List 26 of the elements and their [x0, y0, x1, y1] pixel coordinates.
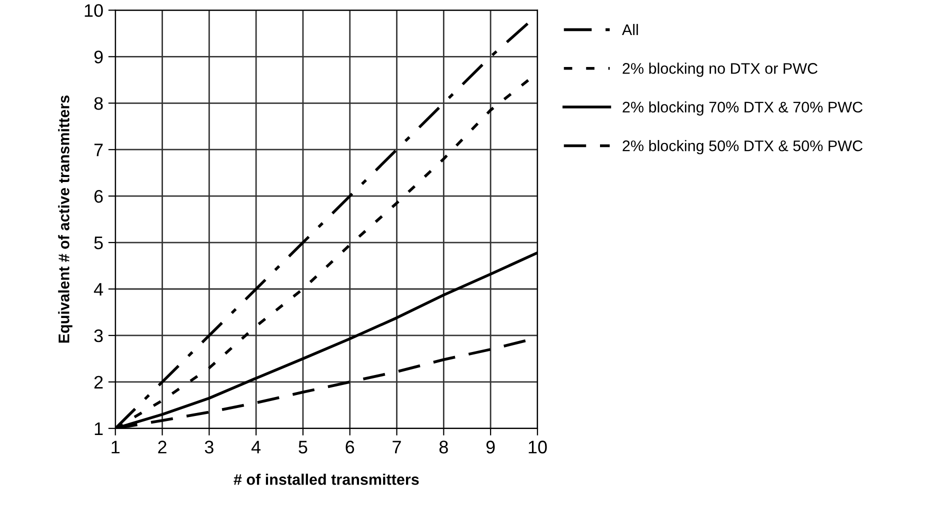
x-tick-label: 4 — [251, 440, 261, 454]
y-tick-label: 4 — [94, 283, 104, 296]
y-tick-label: 5 — [94, 236, 103, 250]
y-tick-label: 2 — [94, 376, 103, 388]
y-tick-label: 8 — [94, 97, 103, 110]
x-tick-label: 3 — [204, 440, 214, 454]
legend-label: All — [622, 24, 638, 36]
x-tick-label: 1 — [112, 440, 120, 454]
y-tick-label: 10 — [84, 4, 103, 17]
y-tick-label: 3 — [94, 329, 103, 342]
legend-label: 2% blocking 50% DTX & 50% PWC — [622, 140, 863, 154]
x-tick-label: 2 — [158, 440, 166, 454]
x-tick-label: 9 — [486, 440, 495, 454]
y-tick-label: 9 — [94, 50, 103, 64]
x-tick-label: 5 — [298, 440, 308, 454]
y-tick-label: 7 — [94, 144, 103, 156]
x-axis-title: # of installed transmitters — [234, 474, 419, 485]
y-axis-title: Equivalent # of active transmitters — [58, 96, 72, 343]
x-tick-label: 8 — [439, 440, 448, 454]
y-tick-label: 6 — [94, 190, 103, 203]
x-tick-label: 10 — [528, 440, 547, 454]
x-tick-label: 7 — [392, 440, 401, 454]
x-tick-label: 6 — [346, 440, 354, 454]
legend-label: 2% blocking 70% DTX & 70% PWC — [622, 101, 863, 116]
legend-label: 2% blocking no DTX or PWC — [622, 62, 818, 77]
y-tick-label: 1 — [94, 422, 103, 435]
